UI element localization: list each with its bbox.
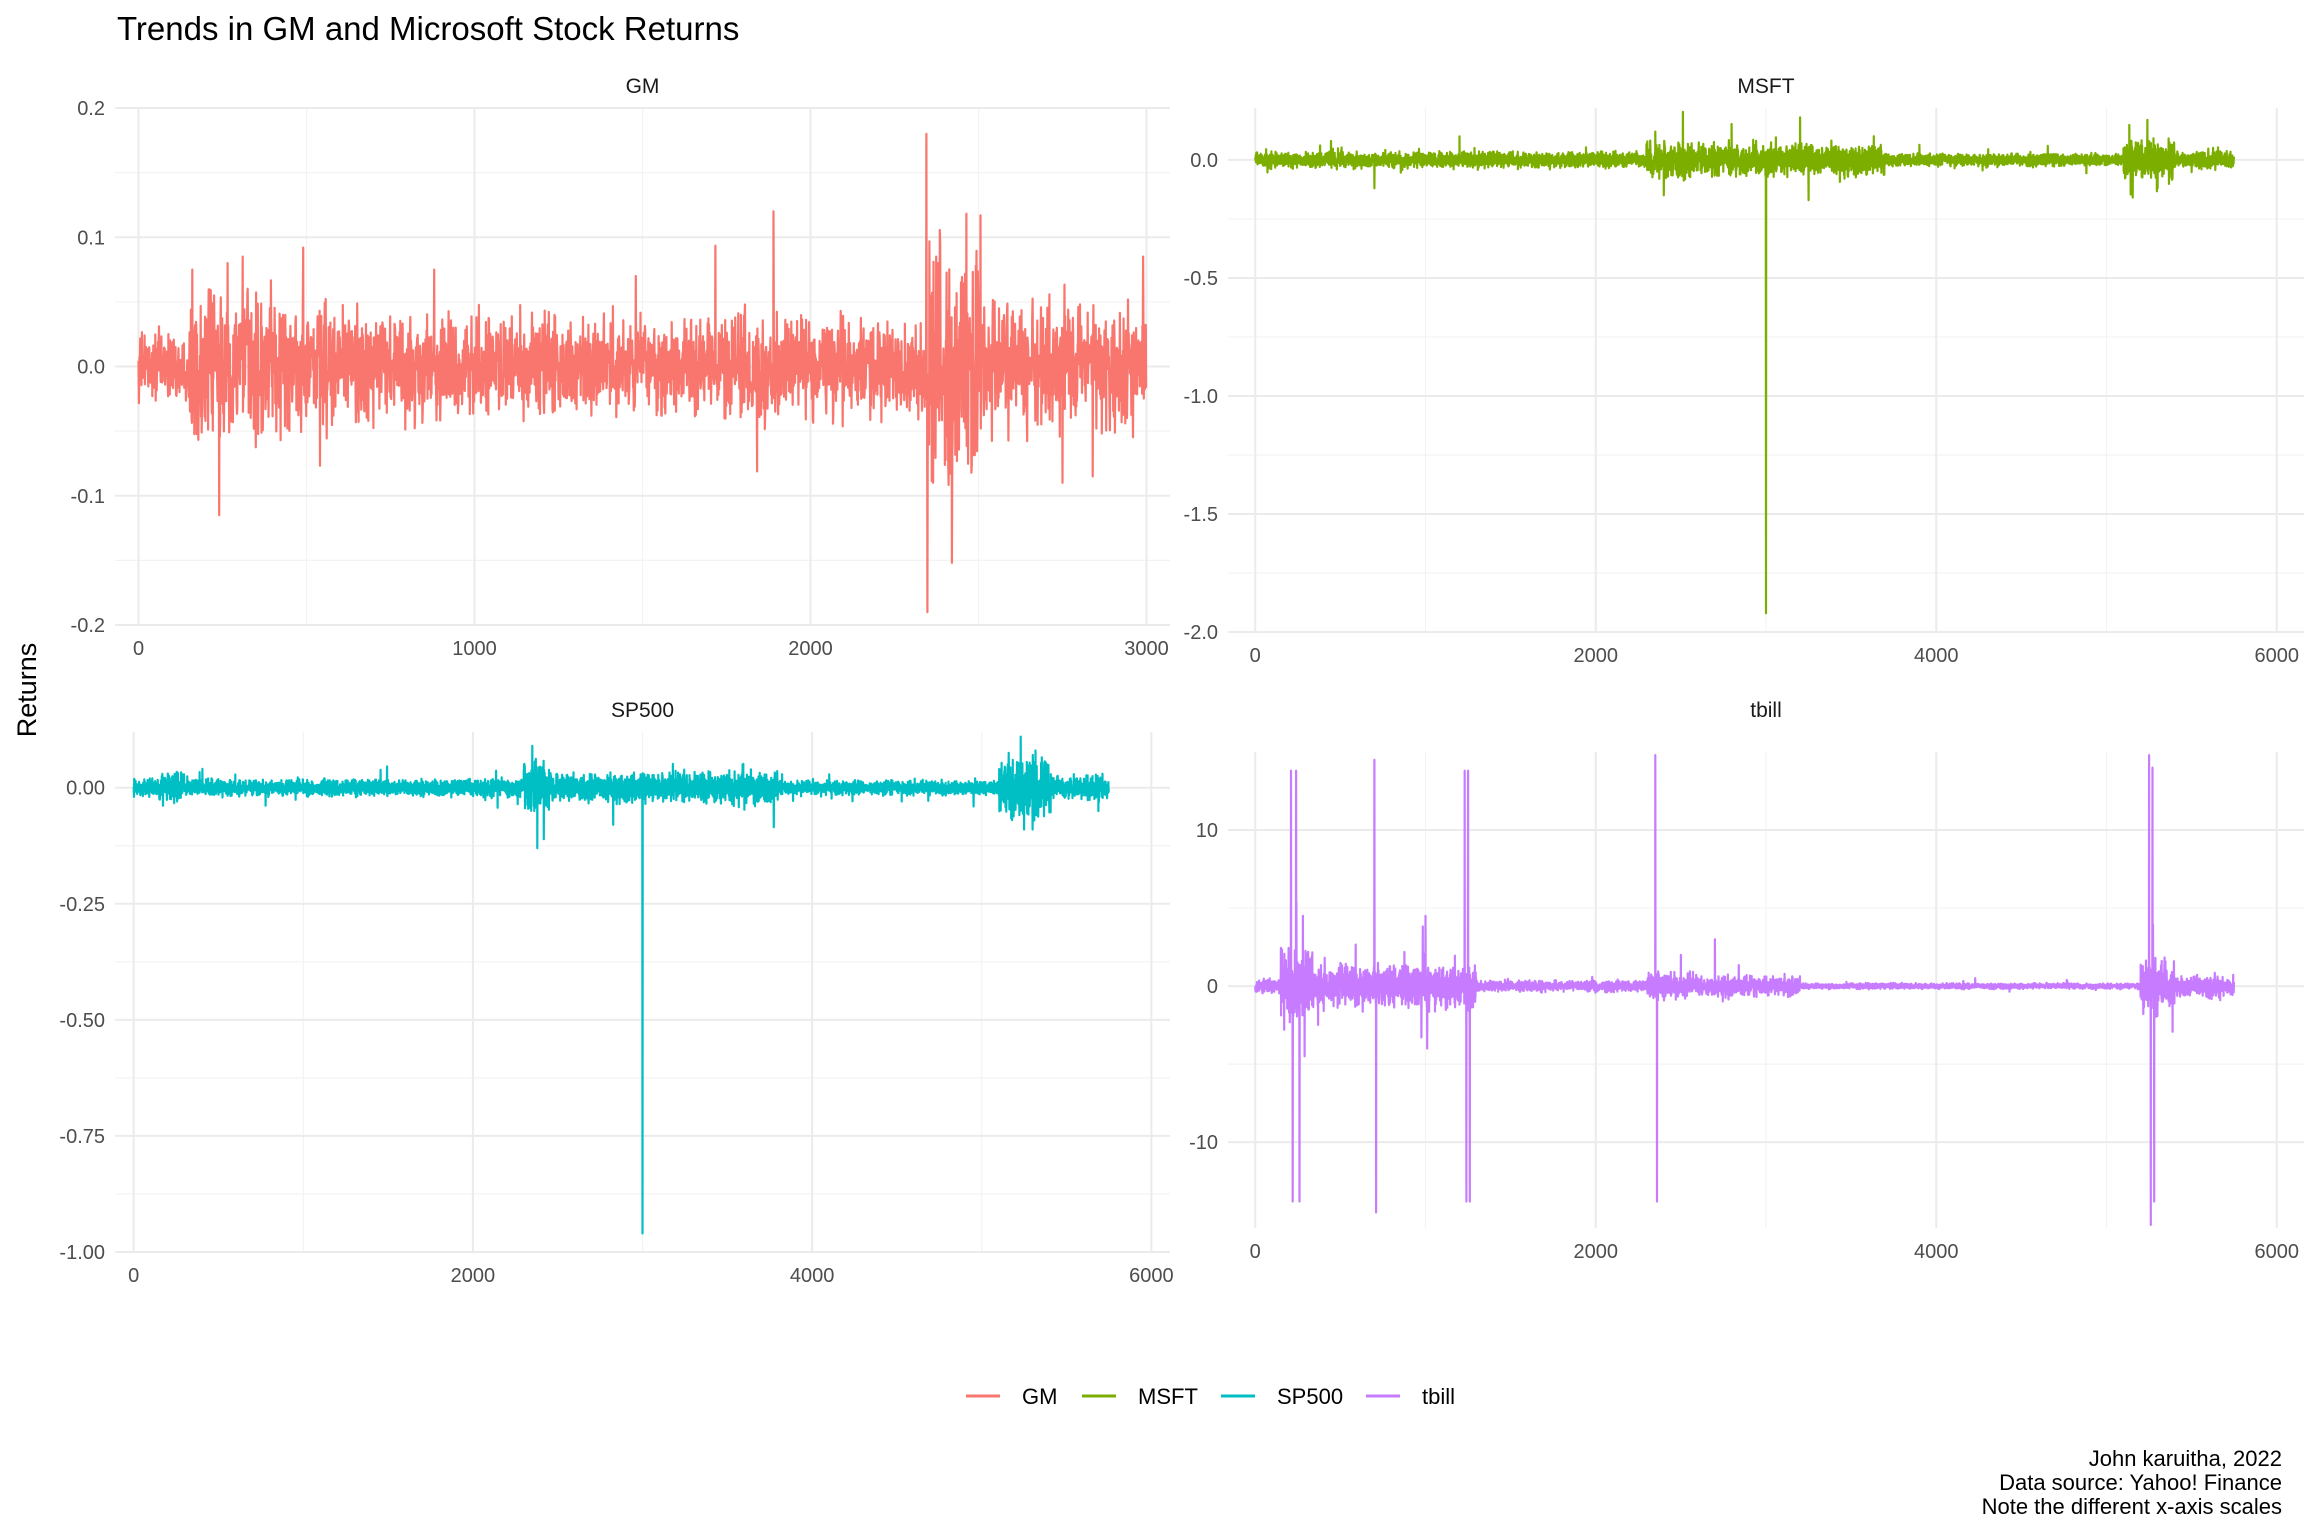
facet-tbill: 0 2000 4000 6000 -10 0 10 tbill: [1189, 699, 2304, 1263]
legend-label-gm: GM: [1022, 1384, 1057, 1409]
y-tick-label: -0.1: [71, 486, 105, 508]
facet-label: MSFT: [1737, 75, 1794, 98]
facet-msft: 0 2000 4000 6000 -2.0 -1.5 -1.0 -0.5 0.0 MSFT: [1184, 75, 2304, 667]
y-tick-label: -0.5: [1184, 268, 1218, 290]
x-tick-label: 3000: [1124, 638, 1169, 660]
facet-label: tbill: [1750, 699, 1782, 722]
facet-label: SP500: [611, 699, 674, 722]
y-tick-label: -0.2: [71, 615, 105, 637]
legend-label-msft: MSFT: [1138, 1384, 1198, 1409]
x-tick-label: 4000: [790, 1265, 835, 1287]
series-line-gm: [137, 132, 1148, 614]
y-tick-label: 0.0: [1190, 150, 1218, 172]
y-axis-label: Returns: [12, 643, 42, 738]
x-tick-label: 2000: [1573, 645, 1618, 667]
caption-line: Data source: Yahoo! Finance: [1999, 1470, 2282, 1495]
y-tick-label: 0.0: [77, 357, 105, 379]
caption-line: Note the different x-axis scales: [1982, 1494, 2282, 1519]
y-tick-label: 0.00: [66, 778, 105, 800]
y-tick-label: -1.5: [1184, 504, 1218, 526]
x-tick-label: 4000: [1914, 1241, 1959, 1263]
x-tick-label: 6000: [1129, 1265, 1174, 1287]
series-line-sp500: [132, 735, 1110, 1235]
y-tick-label: 0: [1207, 976, 1218, 998]
facet-label: GM: [626, 75, 660, 98]
x-tick-label: 0: [1250, 1241, 1261, 1263]
caption-line: John karuitha, 2022: [2089, 1446, 2282, 1471]
x-tick-label: 6000: [2255, 645, 2300, 667]
y-tick-label: -0.25: [59, 894, 105, 916]
x-tick-label: 0: [1250, 645, 1261, 667]
x-tick-label: 1000: [452, 638, 497, 660]
y-tick-label: 0.1: [77, 227, 105, 249]
x-tick-label: 6000: [2255, 1241, 2300, 1263]
facet-gm: 0 1000 2000 3000 -0.2 -0.1 0.0 0.1 0.2 GM: [71, 75, 1170, 660]
y-tick-label: -0.75: [59, 1126, 105, 1148]
y-tick-label: 0.2: [77, 98, 105, 120]
y-tick-label: -0.50: [59, 1010, 105, 1032]
facet-sp500: 0 2000 4000 6000 -1.00 -0.75 -0.50 -0.25 0.00 SP5…: [59, 699, 1173, 1287]
y-tick-label: -1.0: [1184, 386, 1218, 408]
y-tick-label: -1.00: [59, 1242, 105, 1264]
legend-label-tbill: tbill: [1422, 1384, 1455, 1409]
y-tick-label: -2.0: [1184, 622, 1218, 644]
legend: GM MSFT SP500 tbill: [966, 1384, 1455, 1409]
series-line-msft: [1254, 110, 2236, 615]
x-tick-label: 2000: [788, 638, 833, 660]
chart-title: Trends in GM and Microsoft Stock Returns: [117, 10, 739, 47]
legend-label-sp500: SP500: [1277, 1384, 1343, 1409]
x-tick-label: 4000: [1914, 645, 1959, 667]
x-tick-label: 0: [133, 638, 144, 660]
series-line-tbill: [1254, 754, 2236, 1226]
x-tick-label: 2000: [1573, 1241, 1618, 1263]
y-tick-label: 10: [1196, 820, 1218, 842]
x-tick-label: 2000: [451, 1265, 496, 1287]
x-tick-label: 0: [128, 1265, 139, 1287]
y-tick-label: -10: [1189, 1132, 1218, 1154]
